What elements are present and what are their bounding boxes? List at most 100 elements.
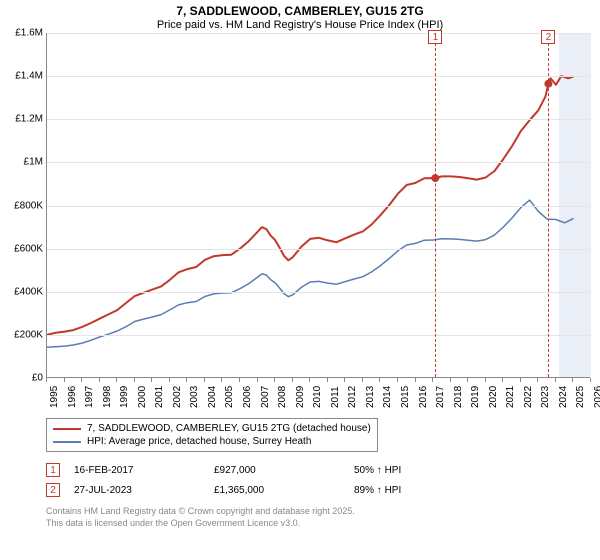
x-axis-label: 1998 xyxy=(102,386,113,408)
gridline xyxy=(47,119,590,120)
x-axis-label: 2000 xyxy=(137,386,148,408)
chart-subtitle: Price paid vs. HM Land Registry's House … xyxy=(0,19,600,31)
footer-line: This data is licensed under the Open Gov… xyxy=(46,518,590,530)
y-axis-label: £1.2M xyxy=(1,114,43,125)
x-tick xyxy=(415,378,416,382)
sale-record-row: 2 27-JUL-2023 £1,365,000 89% ↑ HPI xyxy=(46,480,590,500)
x-tick xyxy=(221,378,222,382)
x-tick xyxy=(537,378,538,382)
x-tick xyxy=(327,378,328,382)
legend: 7, SADDLEWOOD, CAMBERLEY, GU15 2TG (deta… xyxy=(46,418,590,452)
record-date: 27-JUL-2023 xyxy=(74,485,214,496)
sale-record-row: 1 16-FEB-2017 £927,000 50% ↑ HPI xyxy=(46,460,590,480)
x-tick xyxy=(169,378,170,382)
x-axis-label: 1997 xyxy=(84,386,95,408)
x-tick xyxy=(99,378,100,382)
x-axis-label: 1995 xyxy=(49,386,60,408)
x-axis-label: 2010 xyxy=(312,386,323,408)
x-axis-label: 2011 xyxy=(330,386,341,408)
chart-title: 7, SADDLEWOOD, CAMBERLEY, GU15 2TG xyxy=(0,4,600,18)
x-axis-labels: 1995199619971998199920002001200220032004… xyxy=(46,378,590,412)
x-tick xyxy=(151,378,152,382)
plot-area: £0£200K£400K£600K£800K£1M£1.2M£1.4M£1.6M… xyxy=(46,33,590,378)
x-axis-label: 2023 xyxy=(540,386,551,408)
chart-container: £0£200K£400K£600K£800K£1M£1.2M£1.4M£1.6M… xyxy=(46,33,590,412)
record-delta: 50% ↑ HPI xyxy=(354,465,494,476)
x-tick xyxy=(467,378,468,382)
x-tick xyxy=(81,378,82,382)
y-axis-label: £600K xyxy=(1,243,43,254)
series-line-hpi xyxy=(47,200,574,347)
sale-marker-box: 2 xyxy=(541,30,555,44)
x-axis-label: 2016 xyxy=(418,386,429,408)
x-axis-label: 2008 xyxy=(277,386,288,408)
x-tick xyxy=(485,378,486,382)
x-tick xyxy=(204,378,205,382)
x-tick xyxy=(572,378,573,382)
x-axis-label: 2006 xyxy=(242,386,253,408)
x-axis-label: 2014 xyxy=(382,386,393,408)
gridline xyxy=(47,162,590,163)
x-tick xyxy=(379,378,380,382)
footer-line: Contains HM Land Registry data © Crown c… xyxy=(46,506,590,518)
record-delta: 89% ↑ HPI xyxy=(354,485,494,496)
x-axis-label: 2007 xyxy=(260,386,271,408)
legend-label: 7, SADDLEWOOD, CAMBERLEY, GU15 2TG (deta… xyxy=(87,423,371,434)
x-axis-label: 1996 xyxy=(67,386,78,408)
x-tick xyxy=(46,378,47,382)
x-axis-label: 2003 xyxy=(189,386,200,408)
legend-item-price-paid: 7, SADDLEWOOD, CAMBERLEY, GU15 2TG (deta… xyxy=(53,422,371,435)
x-axis-label: 2015 xyxy=(400,386,411,408)
legend-swatch xyxy=(53,428,81,430)
x-axis-label: 2019 xyxy=(470,386,481,408)
legend-label: HPI: Average price, detached house, Surr… xyxy=(87,436,311,447)
y-axis-label: £400K xyxy=(1,286,43,297)
x-tick xyxy=(64,378,65,382)
x-tick xyxy=(502,378,503,382)
x-axis-label: 2021 xyxy=(505,386,516,408)
y-axis-label: £1M xyxy=(1,157,43,168)
x-tick xyxy=(450,378,451,382)
x-tick xyxy=(555,378,556,382)
x-tick xyxy=(239,378,240,382)
x-tick xyxy=(397,378,398,382)
x-tick xyxy=(116,378,117,382)
x-axis-label: 2025 xyxy=(575,386,586,408)
x-tick xyxy=(590,378,591,382)
x-tick xyxy=(344,378,345,382)
x-tick xyxy=(432,378,433,382)
record-date: 16-FEB-2017 xyxy=(74,465,214,476)
y-axis-label: £0 xyxy=(1,373,43,384)
gridline xyxy=(47,292,590,293)
x-axis-label: 2004 xyxy=(207,386,218,408)
gridline xyxy=(47,249,590,250)
x-axis-label: 2005 xyxy=(224,386,235,408)
record-marker-box: 2 xyxy=(46,483,60,497)
y-axis-label: £1.4M xyxy=(1,71,43,82)
x-tick xyxy=(520,378,521,382)
sale-marker-line xyxy=(435,33,436,377)
chart-title-block: 7, SADDLEWOOD, CAMBERLEY, GU15 2TG Price… xyxy=(0,0,600,33)
y-axis-label: £1.6M xyxy=(1,28,43,39)
footer-attribution: Contains HM Land Registry data © Crown c… xyxy=(46,506,590,529)
y-axis-label: £200K xyxy=(1,329,43,340)
gridline xyxy=(47,76,590,77)
sale-records: 1 16-FEB-2017 £927,000 50% ↑ HPI 2 27-JU… xyxy=(46,460,590,500)
x-tick xyxy=(134,378,135,382)
gridline xyxy=(47,206,590,207)
x-tick xyxy=(309,378,310,382)
x-tick xyxy=(292,378,293,382)
x-tick xyxy=(186,378,187,382)
x-axis-label: 2002 xyxy=(172,386,183,408)
legend-box: 7, SADDLEWOOD, CAMBERLEY, GU15 2TG (deta… xyxy=(46,418,378,452)
x-tick xyxy=(362,378,363,382)
x-axis-label: 1999 xyxy=(119,386,130,408)
y-axis-label: £800K xyxy=(1,200,43,211)
sale-marker-line xyxy=(548,33,549,377)
x-axis-label: 2020 xyxy=(488,386,499,408)
x-axis-label: 2026 xyxy=(593,386,600,408)
x-tick xyxy=(274,378,275,382)
x-axis-label: 2022 xyxy=(523,386,534,408)
x-tick xyxy=(257,378,258,382)
record-price: £1,365,000 xyxy=(214,485,354,496)
